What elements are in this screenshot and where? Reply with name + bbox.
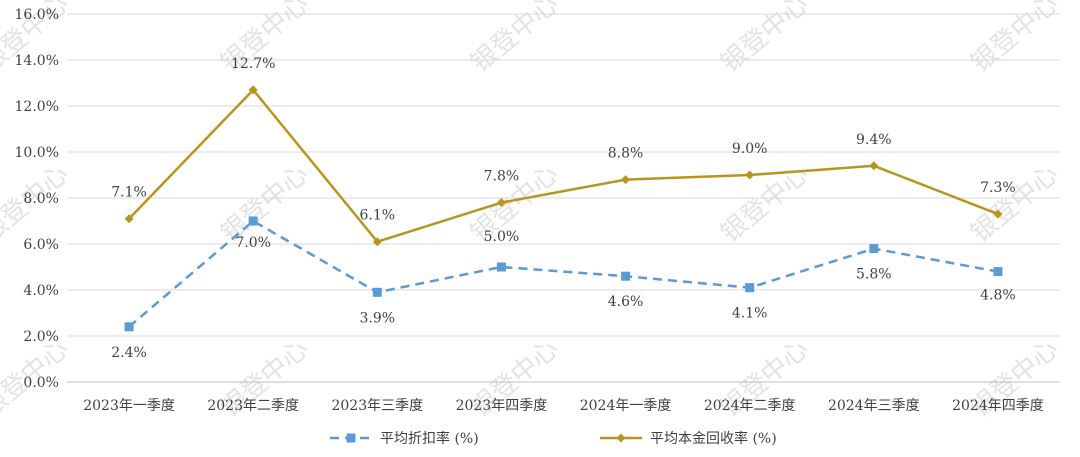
data-point — [745, 170, 755, 180]
data-point — [993, 209, 1003, 219]
data-point — [621, 175, 631, 185]
data-label: 5.8% — [856, 267, 892, 283]
data-point — [869, 244, 879, 254]
x-tick-label: 2023年一季度 — [83, 398, 175, 414]
legend-marker-1 — [616, 433, 626, 443]
x-tick-label: 2023年四季度 — [456, 398, 548, 414]
x-tick-label: 2024年三季度 — [828, 398, 920, 414]
series-layer — [124, 85, 1003, 332]
x-axis: 2023年一季度 2023年二季度 2023年三季度 2023年四季度 2024年一季度… — [83, 398, 1044, 414]
data-label: 2.4% — [111, 345, 147, 361]
y-tick-label: 16.0% — [15, 7, 59, 23]
data-point — [372, 237, 382, 247]
gridlines — [67, 13, 1060, 383]
x-tick-label: 2024年一季度 — [580, 398, 672, 414]
y-tick-label: 12.0% — [15, 99, 59, 115]
data-label: 9.0% — [732, 141, 768, 157]
y-tick-label: 14.0% — [15, 53, 59, 69]
data-label: 5.0% — [484, 229, 520, 245]
data-label: 4.1% — [732, 306, 768, 322]
x-tick-label: 2023年三季度 — [331, 398, 423, 414]
data-label: 12.7% — [231, 56, 275, 72]
x-tick-label: 2023年二季度 — [207, 398, 299, 414]
data-point — [124, 322, 134, 332]
series-line-0 — [128, 219, 999, 328]
y-tick-label: 0.0% — [23, 375, 59, 391]
data-point — [621, 271, 631, 281]
data-point — [124, 214, 134, 224]
data-label: 9.4% — [856, 132, 892, 148]
y-tick-label: 8.0% — [23, 191, 59, 207]
legend-marker-0 — [346, 433, 356, 443]
x-tick-label: 2024年二季度 — [704, 398, 796, 414]
y-tick-label: 10.0% — [15, 145, 59, 161]
watermark-text: 银登中心 — [965, 159, 1064, 249]
legend: 平均折扣率 (%) 平均本金回收率 (%) — [330, 430, 777, 447]
y-tick-label: 4.0% — [23, 283, 59, 299]
legend-label: 平均折扣率 (%) — [380, 430, 479, 447]
watermark-text: 银登中心 — [715, 0, 814, 79]
x-tick-label: 2024年四季度 — [952, 398, 1044, 414]
data-point — [248, 85, 258, 95]
legend-label: 平均本金回收率 (%) — [650, 430, 777, 447]
data-point — [496, 262, 506, 272]
data-label: 7.8% — [484, 169, 520, 185]
data-labels: 2.4% 7.0% 3.9% 5.0% 4.6% 4.1% 5.8% 4.8% 7.1% 12.7… — [111, 56, 1015, 361]
data-label: 8.8% — [608, 146, 644, 162]
data-point — [496, 198, 506, 208]
y-tick-label: 2.0% — [23, 329, 59, 345]
watermark-text: 银登中心 — [465, 0, 564, 79]
watermark-text: 银登中心 — [965, 0, 1064, 79]
data-point — [993, 267, 1003, 277]
data-label: 4.6% — [608, 294, 644, 310]
series-line-1 — [128, 88, 999, 244]
data-label: 6.1% — [360, 208, 396, 224]
data-label: 7.3% — [980, 180, 1016, 196]
data-point — [372, 287, 382, 297]
data-label: 7.1% — [111, 185, 147, 201]
data-label: 7.0% — [235, 235, 271, 251]
data-label: 4.8% — [980, 288, 1016, 304]
y-axis: 0.0% 2.0% 4.0% 6.0% 8.0% 10.0% 12.0% 14.0% 16.0% — [15, 7, 59, 391]
data-point — [248, 216, 258, 226]
data-label: 3.9% — [360, 310, 396, 326]
data-point — [869, 161, 879, 171]
y-tick-label: 6.0% — [23, 237, 59, 253]
data-point — [745, 283, 755, 293]
